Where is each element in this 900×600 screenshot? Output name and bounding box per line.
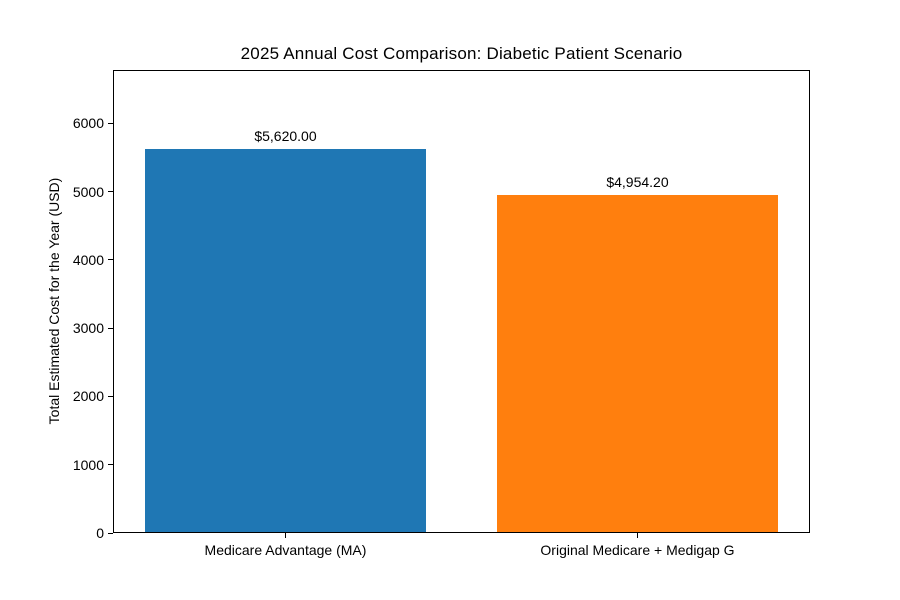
- bar-0: [144, 149, 427, 532]
- x-tick-label: Medicare Advantage (MA): [204, 542, 367, 558]
- y-tick-mark: [108, 327, 113, 329]
- y-tick-mark: [108, 191, 113, 193]
- y-tick-mark: [108, 532, 113, 534]
- y-tick-mark: [108, 259, 113, 261]
- y-tick-label: 1000: [72, 456, 104, 473]
- bar-1: [496, 194, 779, 532]
- x-tick-mark: [637, 533, 638, 538]
- y-tick-mark: [108, 122, 113, 124]
- x-tick-mark: [284, 533, 286, 538]
- y-axis-label: Total Estimated Cost for the Year (USD): [46, 177, 62, 425]
- x-tick-label: Original Medicare + Medigap G: [540, 542, 735, 558]
- y-tick-label: 6000: [72, 115, 104, 132]
- y-tick-label: 3000: [72, 320, 104, 337]
- chart-title: 2025 Annual Cost Comparison: Diabetic Pa…: [240, 44, 683, 63]
- y-tick-mark: [108, 395, 113, 397]
- y-tick-label: 4000: [72, 251, 104, 268]
- bar-value-label: $4,954.20: [606, 173, 669, 190]
- y-tick-mark: [108, 464, 113, 466]
- y-tick-label: 0: [96, 525, 104, 541]
- bar-value-label: $5,620.00: [254, 128, 317, 145]
- y-tick-label: 5000: [72, 183, 104, 200]
- y-tick-label: 2000: [72, 388, 104, 405]
